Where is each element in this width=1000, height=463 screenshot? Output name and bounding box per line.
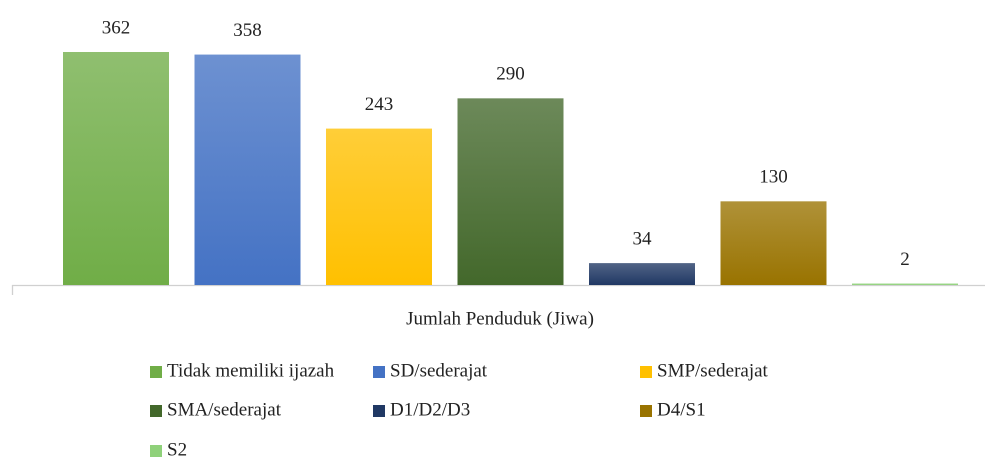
legend-label: D1/D2/D3 [390, 399, 470, 420]
data-label: 130 [759, 167, 788, 188]
bar [194, 54, 301, 285]
legend-swatch [150, 405, 162, 417]
data-label: 243 [365, 94, 394, 115]
x-tick-label: Jumlah Penduduk (Jiwa) [406, 308, 594, 329]
legend-label: Tidak memiliki ijazah [167, 360, 335, 381]
legend-swatch [373, 405, 385, 417]
bar [720, 201, 827, 285]
legend-label: SMA/sederajat [167, 399, 282, 420]
legend-swatch [640, 405, 652, 417]
legend-swatch [373, 366, 385, 378]
data-label: 2 [900, 249, 910, 270]
bar [852, 283, 958, 285]
bar [589, 263, 695, 285]
data-label: 362 [102, 17, 131, 38]
legend-label: SMP/sederajat [657, 360, 769, 381]
legend-swatch [640, 366, 652, 378]
data-label: 290 [496, 64, 525, 85]
legend-swatch [150, 445, 162, 457]
data-label: 358 [233, 20, 262, 41]
legend-label: D4/S1 [657, 399, 706, 420]
bar [457, 98, 564, 285]
data-label: 34 [633, 228, 653, 249]
legend-label: S2 [167, 439, 187, 460]
bar [326, 128, 432, 285]
legend-label: SD/sederajat [390, 360, 488, 381]
legend-swatch [150, 366, 162, 378]
bar [63, 52, 169, 285]
